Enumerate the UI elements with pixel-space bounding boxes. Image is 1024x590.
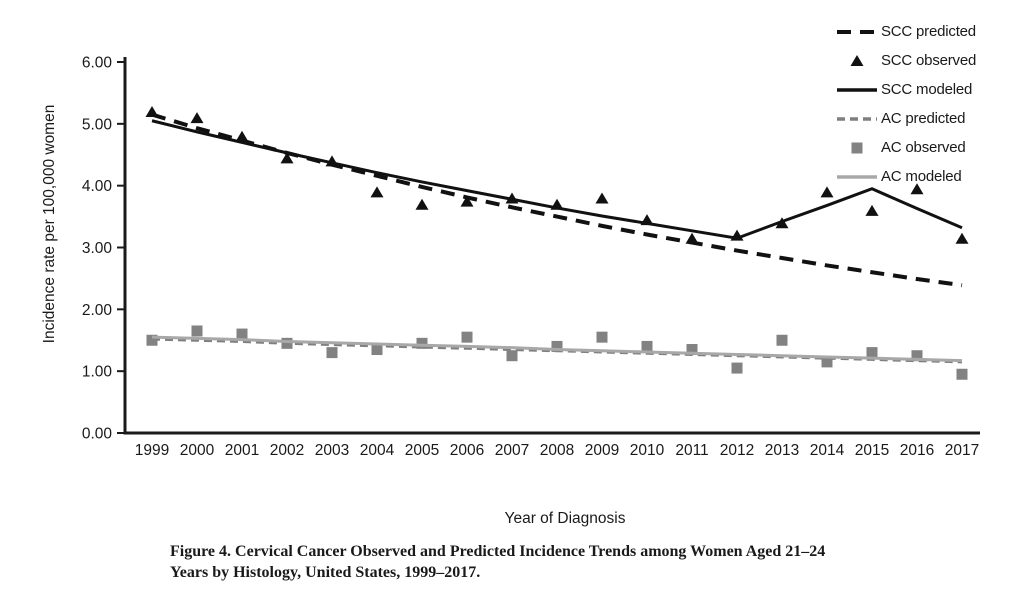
x-tick-label: 2017 (945, 442, 979, 459)
x-tick-label: 2011 (675, 442, 708, 459)
series-marker-scc-observed (595, 192, 609, 204)
x-axis-title: Year of Diagnosis (505, 510, 626, 527)
legend-item-scc-modeled: SCC modeled (836, 75, 1022, 104)
legend-label: SCC observed (881, 52, 977, 69)
series-marker-scc-observed (505, 192, 519, 204)
y-tick-label: 4.00 (82, 178, 113, 195)
y-tick-label: 3.00 (82, 240, 113, 257)
x-tick-label: 2005 (405, 442, 439, 459)
series-marker-scc-observed (235, 130, 249, 142)
legend-label: AC modeled (881, 168, 962, 185)
series-marker-scc-observed (865, 204, 879, 216)
x-tick-label: 2012 (720, 442, 754, 459)
series-marker-ac-observed (731, 362, 743, 374)
figure-caption: Figure 4. Cervical Cancer Observed and P… (170, 541, 890, 583)
series-marker-scc-observed (820, 186, 834, 198)
series-marker-scc-observed (190, 112, 204, 124)
series-marker-ac-observed (641, 340, 653, 352)
y-tick-label: 5.00 (82, 116, 113, 133)
series-marker-ac-observed (416, 337, 428, 349)
scc-modeled-line-icon (836, 85, 878, 95)
series-marker-ac-observed (326, 347, 338, 359)
x-tick-label: 2013 (765, 442, 799, 459)
figure-caption-line1: Figure 4. Cervical Cancer Observed and P… (170, 543, 826, 560)
series-marker-scc-observed (640, 214, 654, 226)
series-marker-ac-observed (551, 340, 563, 352)
series-marker-ac-observed (371, 344, 383, 356)
series-marker-ac-observed (866, 347, 878, 359)
y-tick-label: 0.00 (82, 426, 113, 443)
legend-label: SCC modeled (881, 81, 973, 98)
x-tick-label: 2001 (225, 442, 259, 459)
series-marker-scc-observed (955, 232, 969, 244)
x-tick-label: 1999 (135, 442, 169, 459)
legend-item-scc-observed: SCC observed (836, 46, 1022, 75)
series-marker-scc-observed (730, 229, 744, 241)
x-tick-label: 2000 (180, 442, 215, 459)
series-marker-ac-observed (191, 325, 203, 337)
series-marker-scc-observed (415, 198, 429, 210)
series-marker-scc-observed (370, 186, 384, 198)
chart-legend: SCC predicted SCC observed SCC modeled A… (836, 17, 1022, 191)
series-marker-scc-observed (910, 183, 924, 195)
series-marker-ac-observed (596, 331, 608, 343)
series-marker-ac-observed (506, 350, 518, 362)
x-tick-label: 2008 (540, 442, 574, 459)
ac-modeled-line-icon (836, 172, 878, 182)
ac-predicted-dashed-line-icon (836, 114, 878, 124)
y-axis-title: Incidence rate per 100,000 women (41, 105, 58, 344)
series-marker-ac-observed (911, 350, 923, 362)
figure-caption-line2: Years by Histology, United States, 1999–… (170, 564, 481, 581)
x-tick-label: 2010 (630, 442, 665, 459)
series-marker-scc-observed (685, 232, 699, 244)
legend-label: AC predicted (881, 110, 966, 127)
scc-observed-triangle-icon (836, 54, 878, 67)
x-tick-label: 2006 (450, 442, 484, 459)
x-tick-label: 2003 (315, 442, 349, 459)
series-marker-scc-observed (145, 105, 159, 117)
series-marker-ac-observed (461, 331, 473, 343)
x-tick-label: 2016 (900, 442, 934, 459)
series-line-ac-modeled (151, 335, 963, 363)
series-marker-scc-observed (280, 152, 294, 164)
series-marker-ac-observed (281, 337, 293, 349)
series-marker-ac-observed (821, 356, 833, 368)
legend-item-ac-modeled: AC modeled (836, 162, 1022, 191)
plot-area (145, 105, 969, 380)
x-tick-label: 2015 (855, 442, 889, 459)
x-tick-label: 2004 (360, 442, 395, 459)
series-marker-ac-observed (236, 328, 248, 340)
ac-observed-square-icon (836, 142, 878, 154)
series-marker-ac-observed (686, 344, 698, 356)
legend-item-ac-predicted: AC predicted (836, 104, 1022, 133)
axes: 0.00 1.00 2.00 3.00 4.00 5.00 6.00 1999 2000 2001… (82, 55, 980, 459)
x-tick-label: 2007 (495, 442, 529, 459)
series-marker-scc-observed (460, 195, 474, 207)
series-marker-ac-observed (956, 368, 968, 380)
series-marker-ac-observed (146, 334, 158, 346)
series-marker-ac-observed (776, 334, 788, 346)
x-tick-label: 2002 (270, 442, 304, 459)
x-tick-label: 2009 (585, 442, 619, 459)
legend-item-scc-predicted: SCC predicted (836, 17, 1022, 46)
legend-label: SCC predicted (881, 23, 976, 40)
y-tick-label: 6.00 (82, 55, 113, 72)
legend-label: AC observed (881, 139, 966, 156)
legend-item-ac-observed: AC observed (836, 133, 1022, 162)
series-marker-scc-observed (550, 198, 564, 210)
y-tick-label: 2.00 (82, 302, 113, 319)
scc-predicted-dashed-line-icon (836, 27, 878, 37)
series-marker-scc-observed (325, 155, 339, 167)
series-marker-scc-observed (775, 217, 789, 229)
y-tick-label: 1.00 (82, 364, 113, 381)
x-tick-label: 2014 (810, 442, 845, 459)
